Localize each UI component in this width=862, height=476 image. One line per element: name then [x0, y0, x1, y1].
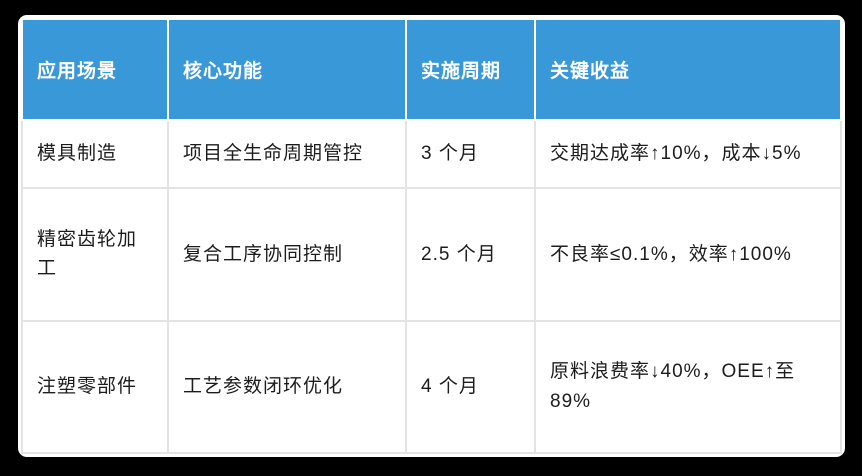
application-scenarios-table: 应用场景 核心功能 实施周期 关键收益 模具制造 项目全生命周期管控 3 个月 …: [21, 18, 842, 455]
cell-core-function: 项目全生命周期管控: [167, 118, 407, 190]
column-header-core-function: 核心功能: [167, 18, 407, 121]
cell-key-benefits: 不良率≤0.1%，效率↑100%: [534, 187, 842, 322]
table-card: 应用场景 核心功能 实施周期 关键收益 模具制造 项目全生命周期管控 3 个月 …: [18, 15, 845, 457]
column-header-implementation-cycle: 实施周期: [405, 18, 536, 121]
cell-scenario: 注塑零部件: [21, 319, 169, 455]
column-header-scenario: 应用场景: [21, 18, 169, 121]
cell-core-function: 复合工序协同控制: [167, 187, 407, 322]
cell-implementation-cycle: 3 个月: [405, 118, 536, 190]
cell-scenario: 精密齿轮加工: [21, 187, 169, 322]
cell-key-benefits: 交期达成率↑10%，成本↓5%: [534, 118, 842, 190]
cell-key-benefits: 原料浪费率↓40%，OEE↑至89%: [534, 319, 842, 455]
column-header-key-benefits: 关键收益: [534, 18, 842, 121]
cell-implementation-cycle: 2.5 个月: [405, 187, 536, 322]
cell-core-function: 工艺参数闭环优化: [167, 319, 407, 455]
cell-implementation-cycle: 4 个月: [405, 319, 536, 455]
table-row: 精密齿轮加工 复合工序协同控制 2.5 个月 不良率≤0.1%，效率↑100%: [21, 187, 842, 322]
table-row: 模具制造 项目全生命周期管控 3 个月 交期达成率↑10%，成本↓5%: [21, 118, 842, 190]
cell-scenario: 模具制造: [21, 118, 169, 190]
table-header-row: 应用场景 核心功能 实施周期 关键收益: [21, 18, 842, 121]
table-row: 注塑零部件 工艺参数闭环优化 4 个月 原料浪费率↓40%，OEE↑至89%: [21, 319, 842, 455]
